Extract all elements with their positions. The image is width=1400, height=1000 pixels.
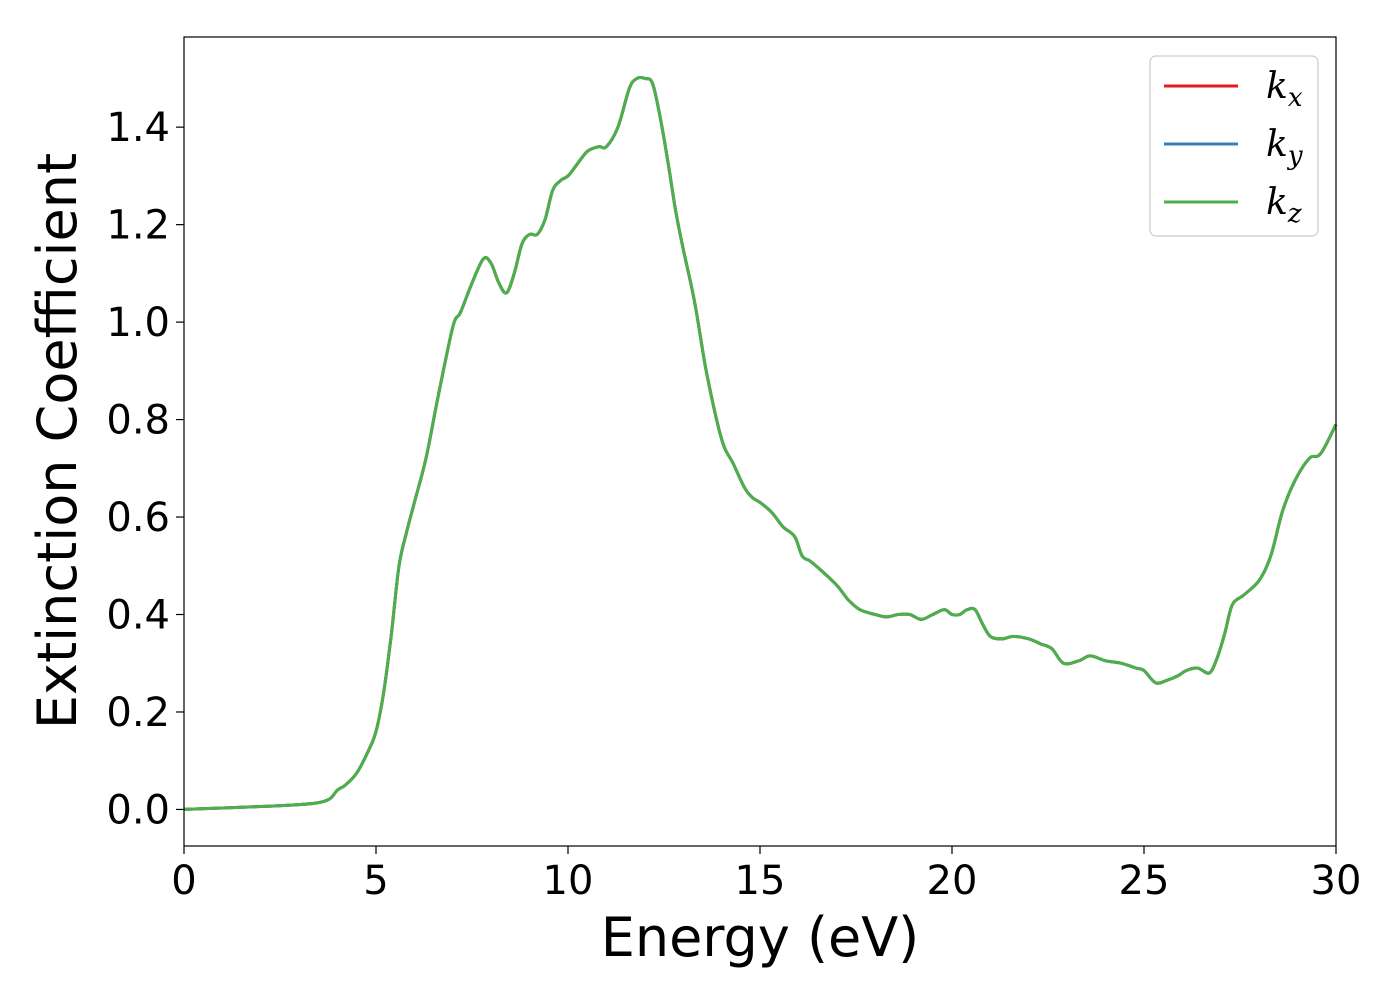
- x-tick-label: 20: [927, 858, 978, 904]
- x-tick-label: 25: [1119, 858, 1170, 904]
- x-tick-label: 15: [735, 858, 786, 904]
- y-tick-label: 0.4: [106, 593, 170, 639]
- y-tick-label: 1.2: [106, 203, 170, 249]
- y-tick-label: 0.8: [106, 398, 170, 444]
- y-axis-title: Extinction Coefficient: [26, 153, 89, 729]
- x-tick-label: 30: [1311, 858, 1362, 904]
- x-tick-label: 5: [363, 858, 388, 904]
- legend-label-ky: ky: [1266, 124, 1303, 171]
- y-tick-label: 0.6: [106, 495, 170, 541]
- x-axis-title: Energy (eV): [601, 906, 920, 969]
- plot-area: [184, 37, 1336, 846]
- y-axis: 0.0 0.2 0.4 0.6 0.8 1.0 1.2 1.4: [106, 105, 184, 833]
- x-tick-label: 10: [543, 858, 594, 904]
- y-tick-label: 1.0: [106, 300, 170, 346]
- series-line-kz: [183, 75, 1338, 811]
- y-tick-label: 0.0: [106, 787, 170, 833]
- y-tick-label: 1.4: [106, 105, 170, 151]
- legend-box: [1149, 55, 1319, 237]
- x-axis: 0 5 10 15 20 25 30: [171, 846, 1361, 904]
- series-layer: [183, 75, 1338, 811]
- y-tick-label: 0.2: [106, 690, 170, 736]
- x-tick-label: 0: [171, 858, 196, 904]
